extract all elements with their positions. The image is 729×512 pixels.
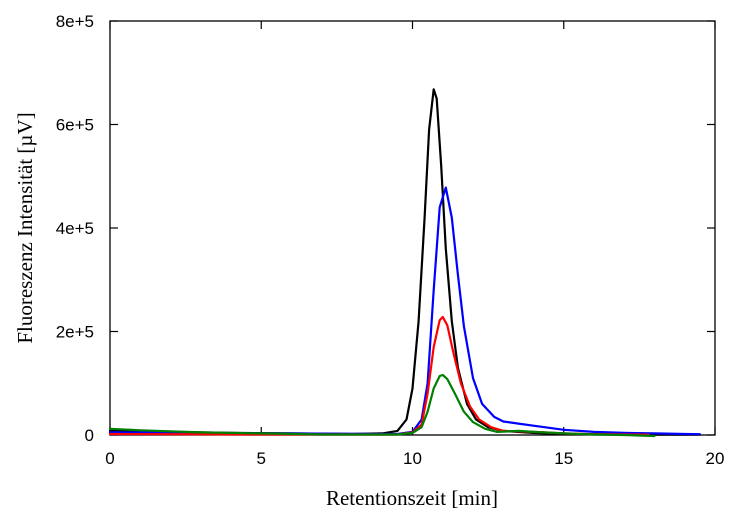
x-axis-title: Retentionszeit [min]	[326, 486, 498, 510]
y-axis-title: Fluoreszenz Intensität [µV]	[13, 112, 37, 343]
series-line-3	[108, 315, 650, 436]
x-tick-labels: 0 5 10 15 20	[105, 449, 724, 468]
x-tick-label: 5	[257, 449, 266, 468]
y-tick-label: 8e+5	[56, 12, 94, 31]
x-tick-label: 0	[105, 449, 114, 468]
y-tick-label: 2e+5	[56, 323, 94, 342]
y-tick-label: 4e+5	[56, 219, 94, 238]
y-tick-label: 0	[85, 426, 94, 445]
x-tick-label: 10	[403, 449, 422, 468]
x-tick-label: 20	[706, 449, 725, 468]
x-tick-label: 15	[554, 449, 573, 468]
plot-frame	[109, 20, 716, 436]
axis-ticks	[109, 20, 716, 436]
series-line-2	[108, 186, 702, 436]
y-tick-labels: 0 2e+5 4e+5 6e+5 8e+5	[56, 12, 94, 445]
series-lines	[108, 88, 702, 438]
series-line-4	[108, 373, 656, 438]
series-line-1	[108, 88, 702, 436]
y-tick-label: 6e+5	[56, 116, 94, 135]
